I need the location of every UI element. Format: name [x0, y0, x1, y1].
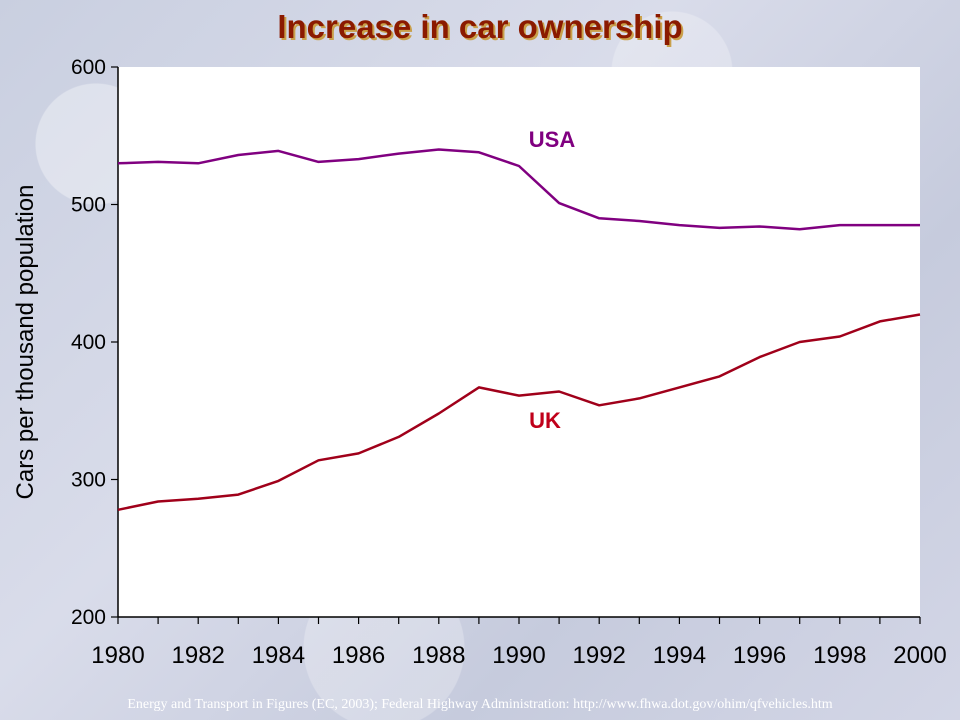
y-tick-label: 400 — [71, 331, 106, 354]
x-axis-ticks: 1980 1982 1984 1986 1988 1990 1992 1994 1996 1998… — [91, 617, 947, 669]
slide-title: Increase in car ownership — [277, 8, 683, 45]
y-tick-label: 500 — [71, 194, 106, 217]
series-lines — [117, 148, 921, 512]
x-tick-label: 1982 — [172, 642, 225, 669]
x-tick-label: 1984 — [252, 642, 305, 669]
source-citation: Energy and Transport in Figures (EC, 200… — [127, 697, 833, 712]
y-tick-label: 600 — [71, 56, 106, 79]
plot-area — [118, 67, 920, 617]
x-tick-label: 1990 — [492, 642, 545, 669]
x-tick-label: 1988 — [412, 642, 465, 669]
x-tick-label: 1994 — [653, 642, 706, 669]
y-axis-ticks: 200 300 400 500 600 — [71, 56, 118, 629]
y-axis-label: Cars per thousand population — [12, 185, 39, 500]
series-label-uk: UK — [529, 408, 561, 433]
x-tick-label: 1986 — [332, 642, 385, 669]
x-tick-label: 1980 — [91, 642, 144, 669]
y-tick-label: 300 — [71, 469, 106, 492]
series-label-usa: USA — [529, 127, 576, 152]
x-tick-label: 1992 — [573, 642, 626, 669]
y-tick-label: 200 — [71, 606, 106, 629]
x-tick-label: 2000 — [893, 642, 946, 669]
x-tick-label: 1996 — [733, 642, 786, 669]
series-line-uk — [117, 313, 921, 512]
x-tick-label: 1998 — [813, 642, 866, 669]
series-line-usa — [117, 148, 920, 231]
